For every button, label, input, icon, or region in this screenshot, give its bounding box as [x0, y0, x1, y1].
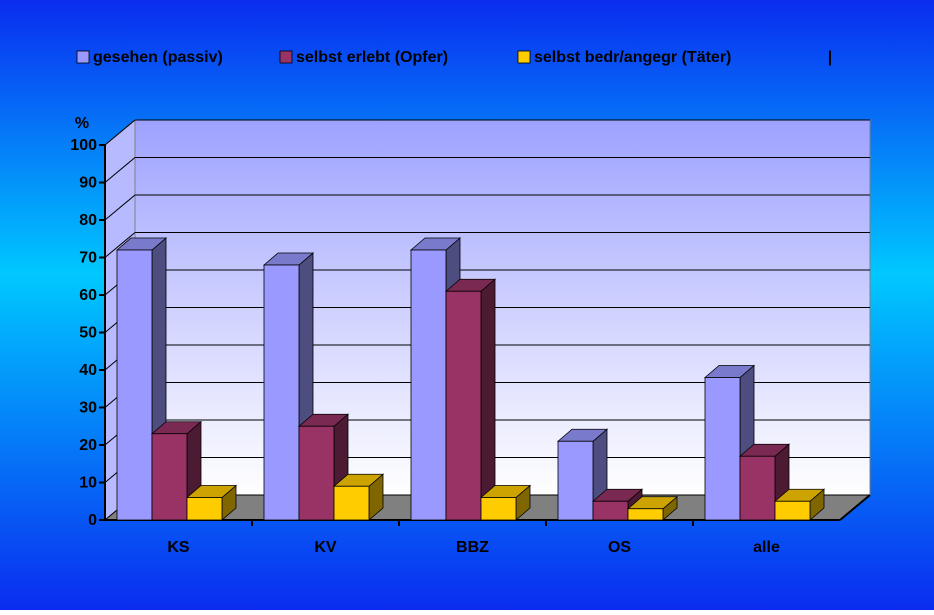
- x-tick-label: KV: [314, 539, 337, 556]
- grid-line: [104, 157, 136, 183]
- y-tick-label: 10: [79, 475, 97, 492]
- bar-side: [480, 278, 496, 521]
- y-tick-label: 90: [79, 175, 97, 192]
- grid-line: [104, 232, 136, 258]
- y-tick-label: 60: [79, 287, 97, 304]
- bar-front: [704, 377, 741, 521]
- bar: [332, 473, 385, 521]
- legend-label: selbst erlebt (Opfer): [296, 49, 448, 66]
- grid-line: [104, 119, 136, 146]
- bar-front: [263, 264, 300, 521]
- bar: [591, 488, 644, 521]
- bar: [556, 428, 609, 521]
- bar-front: [557, 440, 594, 521]
- y-tick-label: 50: [79, 325, 97, 342]
- bar: [479, 484, 532, 521]
- bar-front: [627, 508, 664, 521]
- bar-front: [298, 425, 335, 521]
- bar-front: [151, 433, 188, 521]
- bar: [773, 488, 826, 521]
- bar-front: [480, 497, 517, 521]
- x-tick-label: alle: [753, 539, 780, 556]
- y-tick-label: 0: [88, 512, 97, 529]
- legend-swatch: [279, 50, 293, 64]
- y-tick-label: 20: [79, 437, 97, 454]
- bar: [185, 484, 238, 521]
- bar-front: [116, 249, 153, 521]
- y-tick-label: 70: [79, 250, 97, 267]
- bar-front: [410, 249, 447, 521]
- legend-label: selbst bedr/angegr (Täter): [534, 49, 731, 66]
- legend-swatch: [76, 50, 90, 64]
- y-tick-label: 80: [79, 212, 97, 229]
- legend-label: gesehen (passiv): [93, 49, 223, 66]
- x-axis-depth: [839, 494, 871, 521]
- bar: [626, 495, 679, 521]
- bar-front: [592, 500, 629, 521]
- y-tick-label: 40: [79, 362, 97, 379]
- bar: [444, 278, 497, 521]
- annotation: |: [828, 49, 832, 66]
- bar-front: [333, 485, 370, 521]
- x-tick-label: OS: [608, 539, 631, 556]
- grid-line: [104, 194, 136, 221]
- bar-front: [774, 500, 811, 521]
- x-tick-label: BBZ: [456, 539, 489, 556]
- bar-front: [739, 455, 776, 521]
- y-axis-label: %: [75, 115, 89, 132]
- bar-front: [186, 497, 223, 521]
- y-tick-label: 30: [79, 400, 97, 417]
- legend-swatch: [517, 50, 531, 64]
- bar-front: [445, 290, 482, 521]
- y-tick-label: 100: [70, 137, 97, 154]
- x-tick-label: KS: [167, 539, 190, 556]
